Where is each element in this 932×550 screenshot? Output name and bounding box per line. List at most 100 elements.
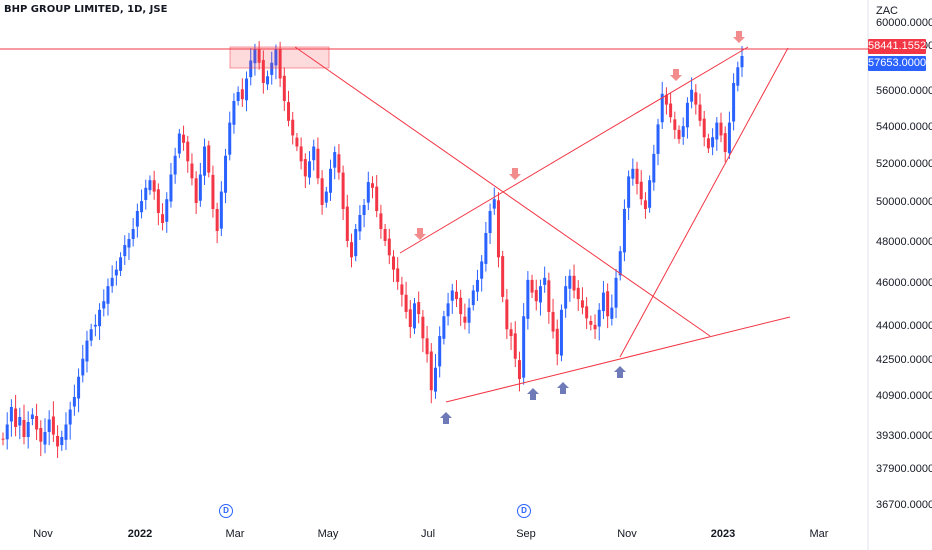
- candle-body: [580, 300, 584, 308]
- candle-body: [412, 303, 416, 329]
- candle-body: [358, 215, 362, 232]
- candle-body: [442, 316, 446, 339]
- candle-body: [727, 122, 731, 154]
- x-tick-label: May: [317, 528, 339, 540]
- candle-body: [690, 89, 694, 102]
- candle-body: [488, 211, 492, 233]
- currency-label: ZAC: [876, 5, 898, 17]
- candle-body: [438, 336, 442, 367]
- candle-body: [308, 161, 312, 178]
- up-arrow-marker: [440, 412, 452, 424]
- candle-body: [433, 367, 437, 392]
- candle-body: [417, 302, 421, 315]
- y-tick-label: 39300.0000: [876, 430, 932, 442]
- candle-body: [1, 438, 5, 440]
- y-tick-label: 50000.0000: [876, 196, 932, 208]
- candle-body: [576, 287, 580, 300]
- candle-body: [589, 320, 593, 325]
- y-tick-label: 56000.0000: [876, 85, 932, 97]
- candle-body: [572, 275, 576, 291]
- candle-body: [93, 324, 97, 327]
- candle-body: [341, 172, 345, 209]
- candle-body: [114, 269, 118, 276]
- up-arrow-marker: [527, 388, 539, 400]
- candle-body: [366, 182, 370, 203]
- candle-body: [156, 189, 160, 213]
- candle-body: [291, 119, 295, 136]
- candle-body: [18, 417, 22, 426]
- candle-body: [719, 122, 723, 136]
- candle-body: [559, 309, 563, 356]
- candle-body: [715, 122, 719, 140]
- candle-body: [148, 180, 152, 191]
- candle-body: [660, 93, 664, 123]
- candle-body: [232, 101, 236, 125]
- candle-body: [198, 174, 202, 201]
- y-tick-label: 60000.0000: [876, 17, 932, 29]
- x-tick-label: Mar: [809, 528, 829, 540]
- candle-body: [471, 290, 475, 306]
- candle-body: [354, 229, 358, 257]
- candle-body: [509, 329, 513, 337]
- candle-body: [329, 168, 333, 193]
- down-arrow-marker: [670, 69, 682, 81]
- candle-body: [173, 155, 177, 175]
- candle-body: [681, 126, 685, 137]
- candle-body: [60, 437, 64, 446]
- candle-body: [639, 181, 643, 200]
- candle-body: [345, 206, 349, 241]
- candle-body: [64, 424, 68, 440]
- candle-body: [56, 436, 60, 447]
- candle-body: [131, 229, 135, 239]
- x-tick-label: Nov: [617, 528, 637, 540]
- candle-body: [711, 137, 715, 148]
- candle-body: [492, 199, 496, 209]
- candle-body: [85, 340, 89, 362]
- candle-body: [597, 309, 601, 327]
- candle-body: [375, 186, 379, 211]
- candle-body: [522, 316, 526, 378]
- candle-body: [135, 211, 139, 227]
- candle-body: [551, 311, 555, 332]
- candle-body: [664, 94, 668, 105]
- y-tick-label: 54000.0000: [876, 121, 932, 133]
- candle-body: [517, 360, 521, 379]
- dividend-badge[interactable]: D: [517, 504, 531, 518]
- candle-body: [694, 92, 698, 105]
- candle-body: [81, 358, 85, 376]
- candle-body: [72, 397, 76, 407]
- down-arrow-marker: [414, 228, 426, 240]
- dividend-badge[interactable]: D: [219, 504, 233, 518]
- candle-body: [698, 104, 702, 121]
- candle-body: [316, 148, 320, 179]
- candle-body: [454, 291, 458, 300]
- candle-body: [165, 199, 169, 222]
- candle-body: [396, 268, 400, 282]
- candle-body: [257, 49, 261, 63]
- candle-body: [534, 290, 538, 302]
- y-tick-label: 46000.0000: [876, 277, 932, 289]
- down-arrow-marker: [509, 168, 521, 180]
- x-tick-label: Sep: [516, 528, 536, 540]
- candle-body: [673, 119, 677, 130]
- candle-body: [610, 307, 614, 319]
- candle-body: [324, 191, 328, 203]
- candle-body: [274, 49, 278, 66]
- candle-body: [35, 416, 39, 430]
- candle-body: [337, 154, 341, 173]
- candle-body: [333, 152, 337, 168]
- candle-body: [635, 168, 639, 184]
- candle-body: [102, 301, 106, 309]
- candle-body: [14, 408, 18, 427]
- x-tick-label: 2022: [127, 528, 153, 540]
- candle-body: [161, 214, 165, 223]
- candle-body: [282, 75, 286, 101]
- candle-body: [245, 78, 249, 101]
- candle-body: [303, 159, 307, 177]
- candle-body: [391, 256, 395, 270]
- candle-body: [9, 407, 13, 422]
- candle-body: [26, 422, 30, 437]
- candle-body: [22, 420, 26, 437]
- candle-body: [450, 290, 454, 301]
